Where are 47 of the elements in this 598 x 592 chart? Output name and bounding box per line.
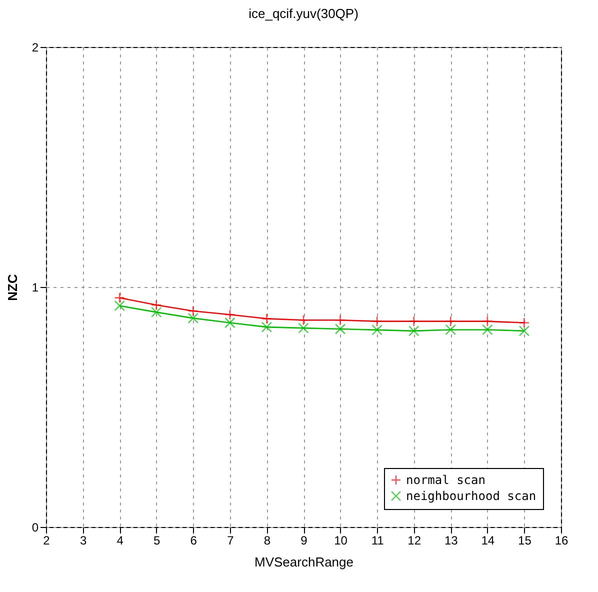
point — [408, 326, 420, 336]
x-tick-label: 10 — [334, 534, 348, 548]
point — [298, 314, 309, 326]
x-tick-label: 3 — [80, 534, 87, 548]
point — [482, 324, 493, 336]
y-tick-label: 1 — [32, 280, 39, 294]
point — [445, 324, 456, 336]
point — [224, 309, 236, 320]
x-tick-label: 12 — [408, 534, 422, 548]
point — [482, 316, 493, 327]
point — [408, 316, 420, 327]
point — [518, 326, 530, 336]
point — [261, 322, 272, 332]
point — [334, 314, 346, 326]
point — [372, 316, 382, 327]
x-tick-label: 9 — [300, 534, 308, 548]
x-tick-label: 6 — [190, 534, 198, 548]
x-tick-label: 4 — [116, 534, 124, 548]
chart-title: ice_qcif.yuv(30QP) — [248, 6, 358, 21]
x-tick-label: 8 — [264, 534, 271, 548]
legend-label: normal scan — [406, 473, 486, 487]
point — [334, 324, 346, 334]
x-tick-label: 13 — [444, 534, 458, 548]
point — [150, 306, 162, 318]
y-tick-label: 0 — [32, 520, 39, 534]
y-tick-label: 2 — [32, 40, 39, 54]
x-tick-label: 16 — [554, 534, 568, 548]
x-tick-label: 11 — [371, 534, 384, 548]
point — [518, 317, 530, 328]
point — [114, 300, 125, 312]
x-axis-title: MVSearchRange — [254, 554, 354, 570]
point — [298, 322, 309, 334]
x-tick-label: 15 — [518, 534, 532, 548]
x-tick-label: 2 — [43, 534, 50, 548]
point — [150, 300, 162, 310]
point — [372, 324, 382, 336]
x-tick-label: 14 — [481, 534, 495, 548]
point — [445, 316, 456, 327]
y-axis-title: NZC — [4, 274, 20, 301]
point — [114, 292, 125, 304]
x-tick-label: 5 — [154, 534, 161, 548]
legend-label: neighbourhood scan — [406, 489, 536, 503]
point — [188, 306, 199, 316]
point — [224, 317, 236, 328]
x-tick-label: 7 — [227, 534, 234, 548]
point — [188, 312, 199, 324]
point — [261, 313, 272, 324]
